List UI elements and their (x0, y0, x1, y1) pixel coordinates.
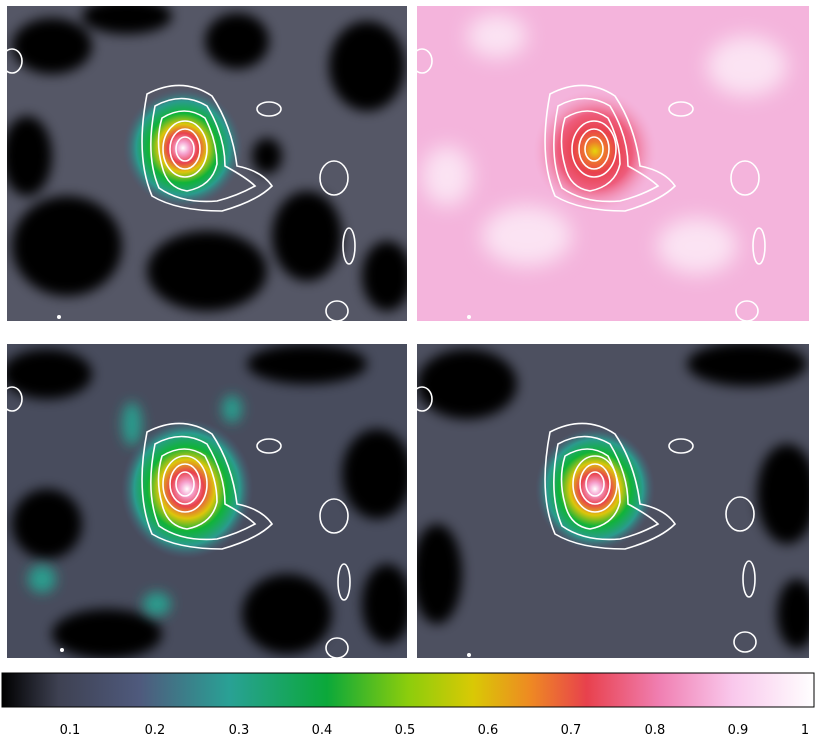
colorbar-tick-label: 0.9 (727, 723, 749, 738)
colorbar-tick-label: 0.6 (477, 723, 499, 738)
beam-marker (467, 315, 471, 319)
map-image (417, 344, 809, 658)
colorbar-tick-label: 0.3 (228, 723, 250, 738)
colorbar-tick-label: 0.4 (311, 723, 333, 738)
colorbar-tick-label: 0.1 (59, 723, 81, 738)
map-panel-top-right (417, 6, 809, 321)
map-image (7, 6, 407, 321)
contour-lines (7, 48, 356, 321)
beam-marker (60, 648, 64, 652)
contour-lines (417, 48, 766, 321)
map-panel-top-left (7, 6, 407, 321)
map-panel-bottom-left (7, 344, 407, 658)
colorbar-tick-label: 0.8 (644, 723, 666, 738)
dark-noise-regions (7, 6, 407, 311)
colorbar-tick-label: 0.5 (394, 723, 416, 738)
map-panel-bottom-right (417, 344, 809, 658)
map-image (417, 6, 809, 321)
colorbar-tick-label: 0.7 (560, 723, 582, 738)
beam-marker (467, 653, 471, 657)
dark-noise-regions (7, 344, 407, 658)
beam-marker (57, 315, 61, 319)
teal-noise-regions (28, 395, 242, 616)
contour-lines (417, 386, 757, 653)
dark-noise-regions (417, 344, 809, 649)
colorbar (1, 672, 815, 708)
colorbar-tick-label: 1 (800, 723, 810, 738)
colorbar-tick-label: 0.2 (144, 723, 166, 738)
contour-lines (7, 386, 351, 658)
map-image (7, 344, 407, 658)
light-noise-regions (422, 14, 787, 274)
